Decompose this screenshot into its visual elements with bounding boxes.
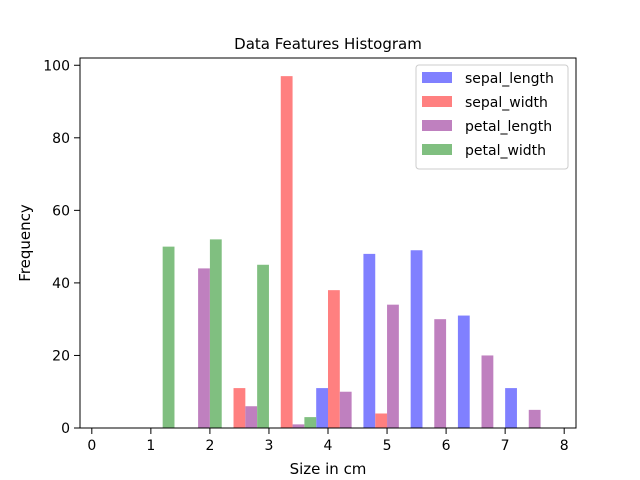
bar-sepal_length-bin-6 xyxy=(410,250,423,428)
x-axis-label: Size in cm xyxy=(290,460,367,478)
legend-swatch-sepal_width xyxy=(422,96,452,107)
bar-sepal_width-bin-3 xyxy=(280,76,293,428)
bar-sepal_width-bin-4 xyxy=(328,290,340,428)
y-tick-label: 100 xyxy=(43,58,70,74)
bar-sepal_length-bin-5 xyxy=(363,253,376,428)
y-tick-label: 60 xyxy=(52,203,70,219)
plot-frame xyxy=(79,57,577,429)
x-tick-label: 1 xyxy=(146,438,155,454)
x-axis-ticks: 0 1 2 3 4 5 6 7 8 xyxy=(87,428,569,454)
x-tick-label: 3 xyxy=(264,438,273,454)
x-tick-label: 0 xyxy=(87,438,96,454)
x-tick-label: 6 xyxy=(442,438,451,454)
bar-sepal_width-bin-2 xyxy=(233,388,246,428)
x-tick-label: 2 xyxy=(205,438,214,454)
x-tick-label: 8 xyxy=(560,438,569,454)
y-tick-label: 0 xyxy=(61,421,70,437)
bar-petal_length-bin-1 xyxy=(198,268,210,428)
y-axis-ticks: 0 20 40 60 80 100 xyxy=(43,58,80,437)
legend-swatch-petal_length xyxy=(422,120,452,131)
y-tick-label: 80 xyxy=(52,131,70,147)
x-tick-label: 7 xyxy=(501,438,510,454)
legend-label-sepal_width: sepal_width xyxy=(465,95,548,111)
legend: sepal_length sepal_width petal_lengthpetal… xyxy=(415,64,569,170)
legend-swatch-sepal_length xyxy=(422,72,452,83)
legend-box xyxy=(415,64,569,170)
bar-sepal_length-bin-7 xyxy=(457,315,470,428)
chart-title: Data Features Histogram xyxy=(234,35,422,53)
legend-swatch-petal_width xyxy=(422,144,452,155)
bar-petal_width-bin-0 xyxy=(162,246,175,428)
bar-petal_width-bin-3 xyxy=(304,417,317,428)
bar-petal_length-bin-3 xyxy=(292,424,305,428)
bar-petal_length-bin-7 xyxy=(481,355,494,428)
bar-petal_length-bin-8 xyxy=(528,409,541,428)
bar-sepal_length-bin-4 xyxy=(316,388,328,428)
bar-petal_width-bin-2 xyxy=(257,264,269,428)
y-tick-label: 40 xyxy=(52,276,70,292)
bars-layer xyxy=(162,76,541,428)
y-axis-label: Frequency xyxy=(16,204,34,282)
bar-petal_length-bin-6 xyxy=(434,319,447,428)
x-tick-label: 4 xyxy=(324,438,333,454)
y-tick-label: 20 xyxy=(52,348,70,364)
legend-label-petal_width: petal_width xyxy=(465,143,546,159)
x-tick-label: 5 xyxy=(383,438,392,454)
legend-label-petal_length: petal_length xyxy=(465,119,552,135)
bar-petal_length-bin-2 xyxy=(245,406,258,428)
bar-petal_length-bin-5 xyxy=(387,304,399,428)
bar-petal_length-bin-4 xyxy=(339,391,352,428)
bar-petal_width-bin-1 xyxy=(209,239,222,428)
bar-sepal_length-bin-8 xyxy=(505,388,517,428)
bar-sepal_width-bin-5 xyxy=(375,413,388,428)
legend-label-sepal_length: sepal_length xyxy=(465,71,554,87)
